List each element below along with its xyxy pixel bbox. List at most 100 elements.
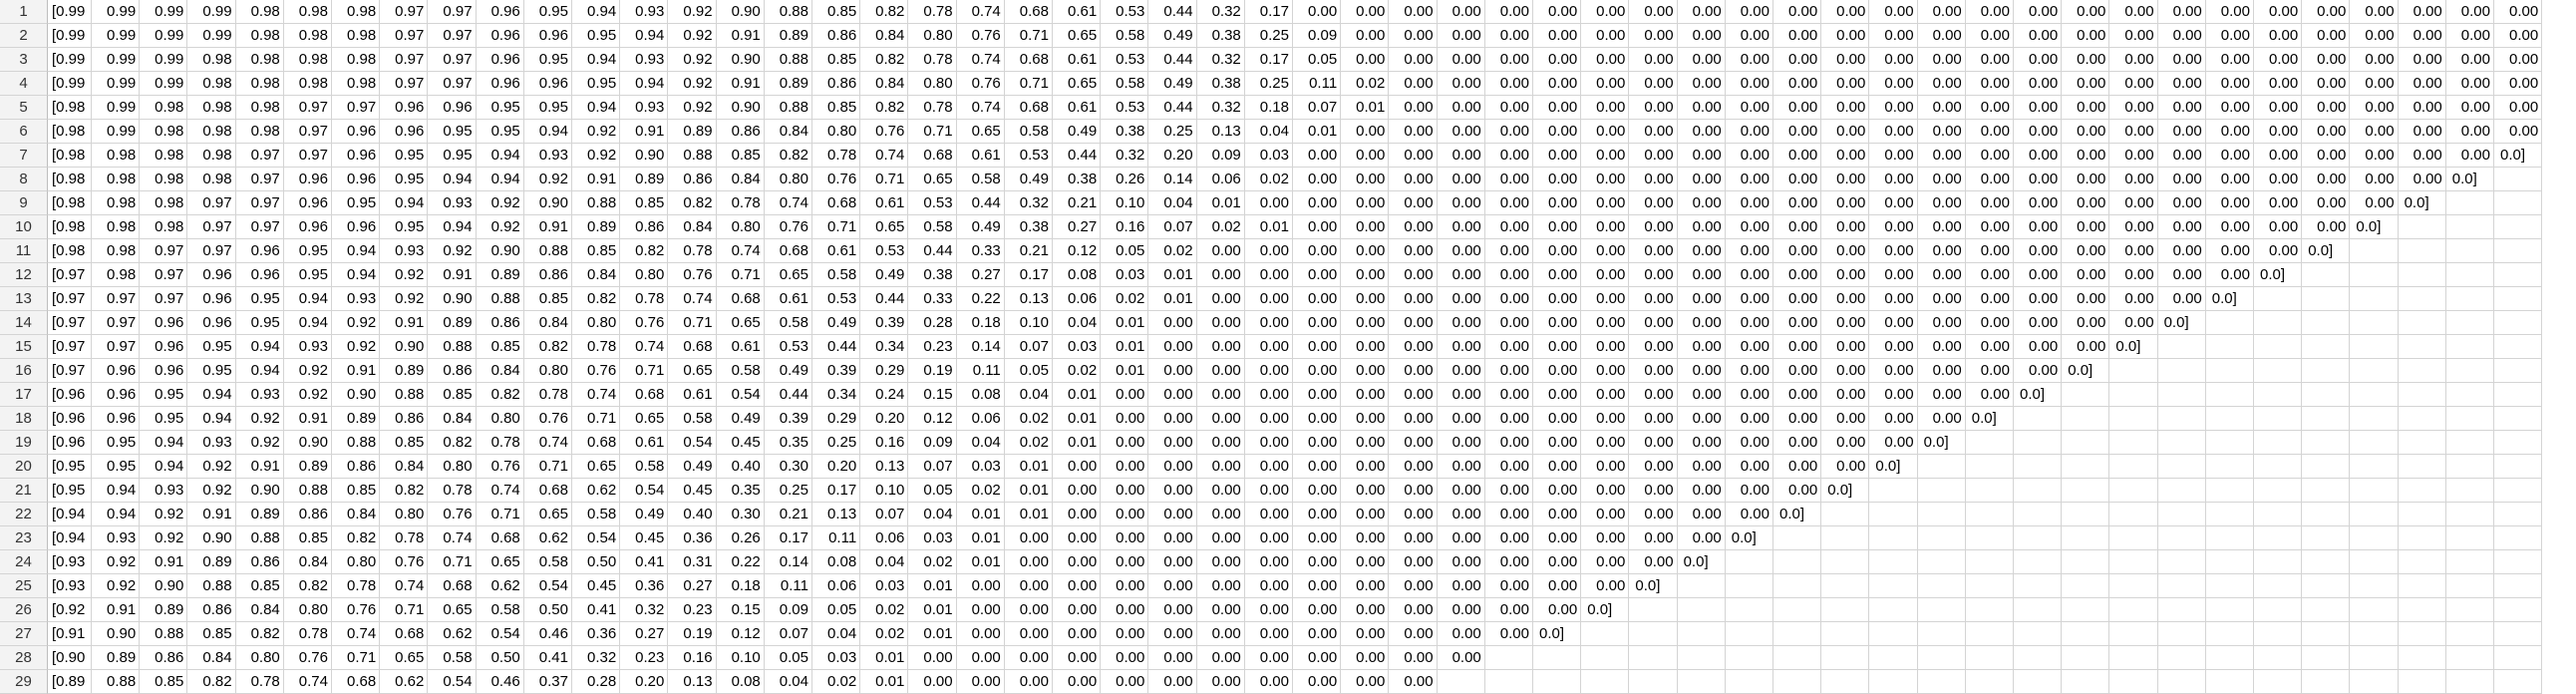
cell[interactable]: 0.00 <box>1533 0 1582 24</box>
cell[interactable]: 0.00 <box>1389 455 1438 479</box>
cell[interactable]: [0.94 <box>48 503 92 526</box>
cell[interactable]: 0.94 <box>523 120 572 144</box>
cell[interactable]: 0.28 <box>908 311 957 335</box>
cell[interactable]: 0.00 <box>1389 215 1438 239</box>
cell[interactable] <box>1965 670 2014 694</box>
cell[interactable]: 0.00 <box>1101 383 1149 407</box>
cell[interactable]: 0.00 <box>2398 96 2446 120</box>
cell[interactable]: 0.96 <box>332 120 381 144</box>
cell[interactable]: 0.92 <box>235 431 284 455</box>
cell[interactable] <box>2254 455 2303 479</box>
cell[interactable]: 0.85 <box>140 670 188 694</box>
cell[interactable]: 0.00 <box>1293 239 1342 263</box>
cell[interactable]: 0.00 <box>1437 0 1485 24</box>
cell[interactable]: 0.00 <box>1101 479 1149 503</box>
cell[interactable]: 0.00 <box>1244 263 1293 287</box>
cell[interactable]: 0.00 <box>956 646 1005 670</box>
cell[interactable]: 0.00 <box>1965 215 2014 239</box>
cell[interactable]: 0.84 <box>860 24 909 48</box>
cell[interactable]: 0.00 <box>1677 48 1726 72</box>
cell[interactable]: 0.00 <box>2109 287 2158 311</box>
cell[interactable]: 0.00 <box>1629 550 1678 574</box>
cell[interactable]: 0.00 <box>1917 48 1966 72</box>
cell[interactable]: 0.50 <box>523 598 572 622</box>
cell[interactable]: 0.00 <box>1484 120 1533 144</box>
cell[interactable]: 0.98 <box>187 48 236 72</box>
cell[interactable] <box>2445 479 2494 503</box>
cell[interactable]: 0.86 <box>812 72 861 96</box>
cell[interactable]: 0.95 <box>523 0 572 24</box>
cell[interactable]: 0.65 <box>1053 24 1102 48</box>
cell[interactable]: 0.00 <box>1244 479 1293 503</box>
cell[interactable]: 0.95 <box>92 455 141 479</box>
cell[interactable]: 0.25 <box>1148 120 1197 144</box>
cell[interactable]: 0.61 <box>668 383 717 407</box>
cell[interactable] <box>2445 574 2494 598</box>
cell[interactable]: 0.58 <box>572 503 621 526</box>
cell[interactable]: 0.01 <box>1148 287 1197 311</box>
cell[interactable]: 0.00 <box>1484 431 1533 455</box>
cell[interactable]: [0.93 <box>48 550 92 574</box>
cell[interactable]: 0.88 <box>764 0 812 24</box>
cell[interactable]: 0.98 <box>92 168 141 191</box>
cell[interactable] <box>2014 622 2063 646</box>
cell[interactable] <box>2445 335 2494 359</box>
cell[interactable] <box>2109 622 2158 646</box>
cell[interactable]: [0.98 <box>48 96 92 120</box>
cell[interactable]: 0.00 <box>1917 0 1966 24</box>
cell[interactable]: 0.95 <box>140 383 188 407</box>
cell[interactable] <box>1484 646 1533 670</box>
cell[interactable]: [0.98 <box>48 239 92 263</box>
cell[interactable]: 0.28 <box>572 670 621 694</box>
cell[interactable]: 0.00 <box>1725 479 1773 503</box>
cell[interactable]: 0.02 <box>956 479 1005 503</box>
cell[interactable]: 0.96 <box>235 239 284 263</box>
cell[interactable]: 0.00 <box>1629 120 1678 144</box>
cell[interactable]: 0.89 <box>283 455 332 479</box>
cell[interactable]: 0.00 <box>1533 503 1582 526</box>
cell[interactable]: 0.00 <box>1148 670 1197 694</box>
cell[interactable]: 0.96 <box>92 383 141 407</box>
cell[interactable]: 0.96 <box>476 48 524 72</box>
cell[interactable]: [0.99 <box>48 72 92 96</box>
cell[interactable]: 0.00 <box>1725 24 1773 48</box>
cell[interactable] <box>2445 239 2494 263</box>
cell[interactable]: 0.00 <box>2062 48 2110 72</box>
cell[interactable] <box>1773 550 1822 574</box>
cell[interactable]: 0.00 <box>1533 407 1582 431</box>
cell[interactable]: 0.18 <box>956 311 1005 335</box>
cell[interactable]: 0.91 <box>620 120 669 144</box>
cell[interactable]: 0.78 <box>332 574 381 598</box>
cell[interactable]: 0.80 <box>476 407 524 431</box>
cell[interactable]: 0.00 <box>1484 479 1533 503</box>
cell[interactable]: 0.00 <box>1341 622 1390 646</box>
cell[interactable]: 0.00 <box>1101 550 1149 574</box>
cell[interactable]: 0.84 <box>187 646 236 670</box>
cell[interactable]: 0.00 <box>2062 120 2110 144</box>
cell[interactable]: 0.91 <box>332 359 381 383</box>
cell[interactable]: 0.00 <box>1533 72 1582 96</box>
row-header[interactable]: 15 <box>0 335 48 359</box>
cell[interactable]: 0.00 <box>1244 239 1293 263</box>
cell[interactable] <box>2350 263 2399 287</box>
cell[interactable]: 0.00 <box>1244 191 1293 215</box>
cell[interactable]: 0.00 <box>2254 120 2303 144</box>
cell[interactable] <box>2494 526 2543 550</box>
cell[interactable]: 0.0] <box>2254 263 2303 287</box>
cell[interactable]: 0.65 <box>716 311 765 335</box>
cell[interactable]: 0.58 <box>620 455 669 479</box>
cell[interactable]: 0.00 <box>1196 598 1245 622</box>
cell[interactable]: 0.80 <box>908 72 957 96</box>
cell[interactable]: 0.76 <box>860 120 909 144</box>
cell[interactable]: 0.98 <box>235 24 284 48</box>
cell[interactable]: 0.00 <box>1101 574 1149 598</box>
cell[interactable]: 0.94 <box>572 96 621 120</box>
cell[interactable] <box>2494 670 2543 694</box>
cell[interactable]: 0.91 <box>523 215 572 239</box>
cell[interactable]: 0.06 <box>1196 168 1245 191</box>
cell[interactable]: 0.00 <box>2157 24 2206 48</box>
cell[interactable]: 0.00 <box>1773 407 1822 431</box>
cell[interactable]: 0.00 <box>1725 215 1773 239</box>
cell[interactable]: 0.36 <box>572 622 621 646</box>
cell[interactable]: 0.00 <box>1293 215 1342 239</box>
